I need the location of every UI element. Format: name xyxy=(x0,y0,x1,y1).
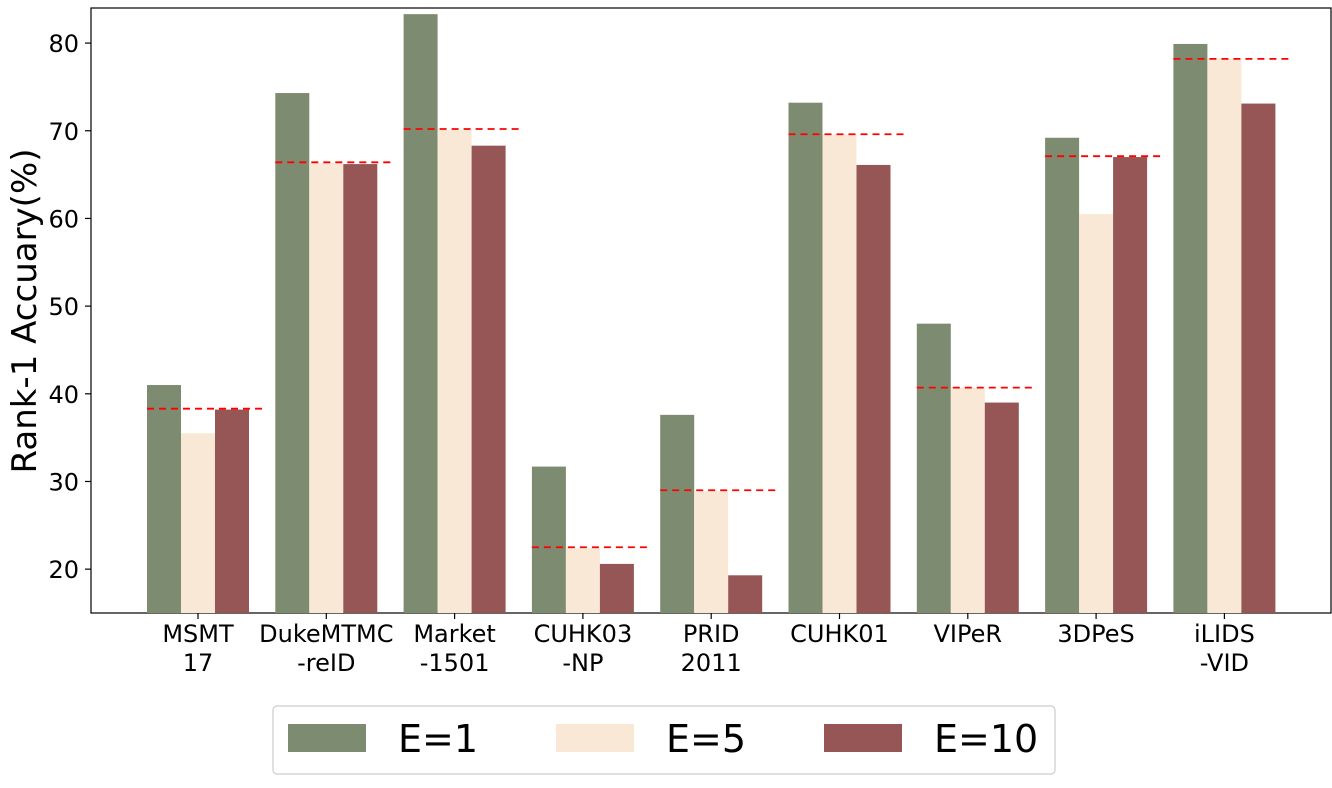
y-tick-label: 40 xyxy=(48,381,79,409)
legend-label: E=10 xyxy=(934,717,1038,761)
bar-e10-6 xyxy=(984,402,1019,613)
x-tick-label: CUHK01 xyxy=(790,620,889,648)
x-tick-label: Market xyxy=(413,620,496,648)
y-tick-label: 80 xyxy=(48,30,79,58)
bar-e5-4 xyxy=(694,491,729,613)
legend-label: E=5 xyxy=(666,717,746,761)
bar-e10-0 xyxy=(215,409,249,613)
bar-e5-3 xyxy=(565,548,600,613)
bar-e1-0 xyxy=(147,385,181,613)
x-tick-label: DukeMTMC xyxy=(259,620,393,648)
bar-e10-3 xyxy=(599,563,634,613)
y-axis: 20 30 40 50 60 70 80 xyxy=(48,30,91,584)
y-tick-label: 50 xyxy=(48,293,79,321)
bar-e1-6 xyxy=(916,323,951,613)
legend-swatch-e5 xyxy=(556,724,634,752)
bar-e1-1 xyxy=(275,93,310,614)
y-tick-label: 70 xyxy=(48,118,79,146)
x-tick-label: -reID xyxy=(297,649,355,677)
bar-e5-2 xyxy=(437,129,472,613)
x-tick-label: 3DPeS xyxy=(1057,620,1134,648)
x-tick-label: -VID xyxy=(1200,649,1249,677)
bar-e1-7 xyxy=(1045,137,1080,613)
bar-e5-0 xyxy=(181,433,215,613)
bar-e1-2 xyxy=(403,14,438,613)
legend-label: E=1 xyxy=(398,717,478,761)
bars-layer xyxy=(147,14,1276,614)
bar-e1-8 xyxy=(1173,43,1208,613)
x-tick-label: MSMT xyxy=(162,620,234,648)
y-axis-label: Rank-1 Accuary(%) xyxy=(5,148,45,473)
y-tick-label: 60 xyxy=(48,205,79,233)
bar-e5-8 xyxy=(1207,58,1242,613)
legend-swatch-e1 xyxy=(288,724,366,752)
x-tick-label: CUHK03 xyxy=(534,620,633,648)
bar-e5-1 xyxy=(309,163,344,613)
legend-swatch-e10 xyxy=(824,724,902,752)
bar-e10-8 xyxy=(1241,103,1276,614)
bar-e1-4 xyxy=(660,414,695,613)
bar-e5-6 xyxy=(950,387,985,613)
legend: E=1 E=5 E=10 xyxy=(272,705,1056,775)
bar-e10-5 xyxy=(856,164,891,613)
x-tick-label: PRID xyxy=(683,620,740,648)
y-tick-label: 20 xyxy=(48,556,79,584)
bar-e10-4 xyxy=(728,575,763,613)
bar-e5-5 xyxy=(822,134,857,613)
x-tick-label: -NP xyxy=(562,649,603,677)
bar-e1-5 xyxy=(788,102,823,614)
legend-frame xyxy=(272,705,1056,775)
x-tick-label: VIPeR xyxy=(934,620,1003,648)
bar-e10-7 xyxy=(1113,157,1148,613)
bar-e5-7 xyxy=(1079,214,1114,613)
bar-e10-1 xyxy=(343,164,378,614)
x-tick-label: 2011 xyxy=(681,649,742,677)
x-tick-label: iLIDS xyxy=(1194,620,1255,648)
bar-e10-2 xyxy=(471,145,506,613)
bar-e1-3 xyxy=(531,466,566,613)
reference-lines-layer xyxy=(147,57,1290,549)
x-tick-label: -1501 xyxy=(420,649,490,677)
x-tick-label: 17 xyxy=(183,649,214,677)
y-tick-label: 30 xyxy=(48,468,79,496)
